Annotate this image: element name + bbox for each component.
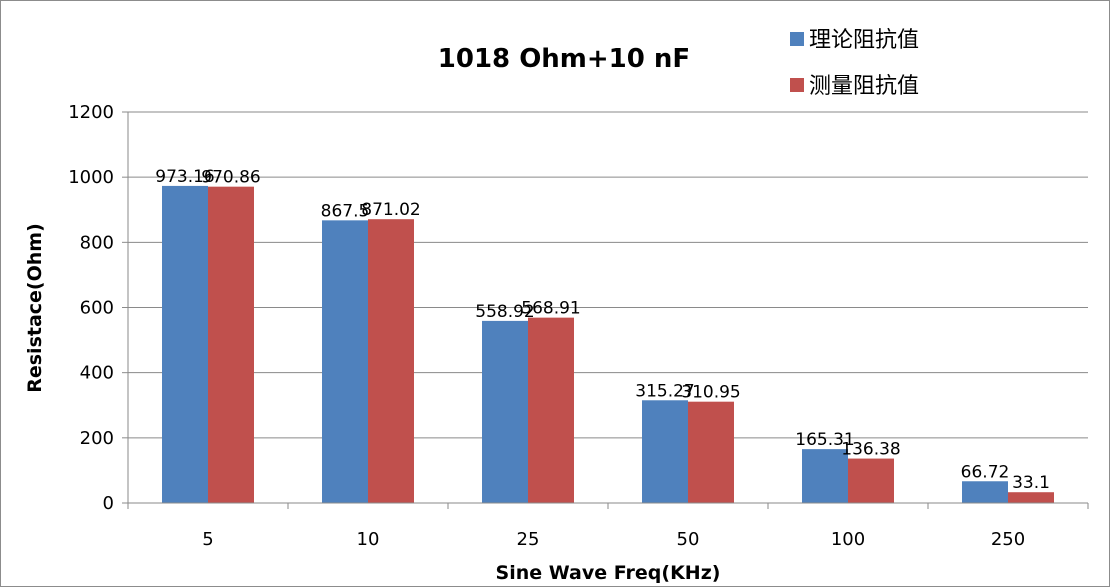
x-axis-title: Sine Wave Freq(KHz) (496, 562, 721, 584)
data-label: 871.02 (361, 200, 420, 220)
bar-measured (368, 219, 414, 503)
y-tick-label: 400 (80, 363, 114, 384)
x-tick-label: 250 (991, 529, 1025, 550)
bars (162, 185, 1054, 504)
x-tick-label: 100 (831, 529, 865, 550)
bar-theoretical (802, 449, 848, 503)
chart-title: 1018 Ohm+10 nF (438, 44, 690, 74)
bar-measured (528, 317, 574, 503)
data-label: 136.38 (841, 440, 900, 460)
bar-measured (848, 458, 894, 503)
x-axis: 5 10 25 50 100 250 (127, 502, 1089, 550)
y-tick-label: 200 (80, 428, 114, 449)
bar-measured (1008, 492, 1054, 503)
data-label: 33.1 (1012, 473, 1050, 493)
y-tick-label: 800 (80, 232, 114, 253)
x-tick-label: 50 (677, 529, 700, 550)
y-tick-label: 600 (80, 298, 114, 319)
legend-label: 理论阻抗值 (809, 28, 919, 53)
legend-swatch (790, 78, 804, 92)
bar-measured (208, 186, 254, 504)
y-tick-label: 1000 (68, 167, 114, 188)
data-label: 867.5 (321, 201, 370, 221)
bar-theoretical (322, 220, 368, 503)
legend-label: 测量阻抗值 (809, 74, 919, 99)
gridlines (128, 111, 1088, 439)
y-axis-title: Resistace(Ohm) (24, 223, 46, 393)
y-tick-label: 0 (103, 493, 114, 514)
data-label: 568.91 (521, 299, 580, 319)
data-label: 66.72 (961, 462, 1010, 482)
x-tick-label: 5 (202, 529, 213, 550)
bar-theoretical (642, 400, 688, 503)
x-tick-label: 10 (357, 529, 380, 550)
data-label: 558.92 (475, 302, 534, 322)
x-tick-label: 25 (517, 529, 540, 550)
data-label: 973.16 (155, 167, 214, 187)
data-label: 165.31 (795, 430, 854, 450)
y-axis-ticks: 0 200 400 600 800 1000 1200 (68, 102, 129, 514)
data-label: 310.95 (681, 383, 740, 403)
bar-theoretical (482, 320, 528, 503)
bar-theoretical (162, 185, 208, 503)
data-label: 970.86 (201, 168, 260, 188)
data-label: 315.27 (635, 381, 694, 401)
bar-measured (688, 401, 734, 503)
legend-swatch (790, 32, 804, 46)
bar-theoretical (962, 481, 1008, 503)
y-tick-label: 1200 (68, 102, 114, 123)
